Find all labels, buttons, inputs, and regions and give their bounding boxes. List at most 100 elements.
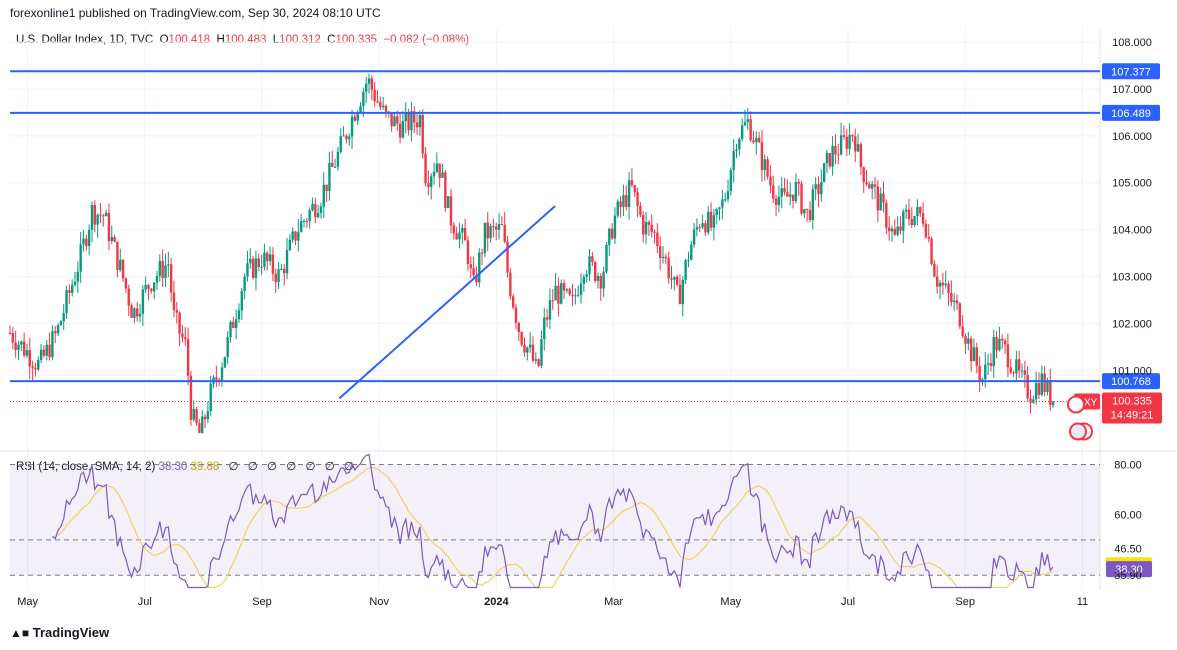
candle-body <box>514 307 518 323</box>
candle-body <box>136 308 139 317</box>
candle-body <box>1017 359 1021 371</box>
open-value: 100.418 <box>168 34 211 46</box>
candle-body <box>1037 383 1041 395</box>
candle-body <box>984 364 987 380</box>
candle-body <box>251 258 255 278</box>
candle-body <box>435 163 439 173</box>
candle-body <box>950 292 953 303</box>
candle-body <box>786 192 789 197</box>
candle-body <box>845 136 848 149</box>
candle-body <box>1043 373 1046 392</box>
candle-body <box>831 145 834 167</box>
close-label: C <box>327 34 336 46</box>
candle-body <box>545 317 549 320</box>
candle-body <box>234 319 238 328</box>
candle-body <box>585 274 588 277</box>
candle-body <box>557 285 560 304</box>
candle-body <box>814 184 817 190</box>
candle-body <box>260 266 263 268</box>
candle-body <box>480 252 484 254</box>
candle-body <box>59 321 63 326</box>
candle-body <box>1029 398 1032 403</box>
candle-body <box>868 184 871 189</box>
candle-body <box>961 326 964 337</box>
candle-body <box>577 294 580 296</box>
hidden-plot-icon[interactable]: ∅ <box>266 461 278 473</box>
candle-body <box>724 199 727 201</box>
candle-body <box>511 296 515 308</box>
candle-body <box>506 241 509 273</box>
candle-body <box>424 153 427 184</box>
hidden-plot-icon[interactable]: ∅ <box>324 461 335 473</box>
candle-body <box>933 263 936 277</box>
candle-body <box>311 204 314 211</box>
candle-body <box>955 300 959 304</box>
candle-body <box>51 331 54 358</box>
rsi-pane <box>10 453 1100 589</box>
candle-body <box>133 308 136 318</box>
candle-body <box>54 331 57 334</box>
candle-body <box>229 321 232 338</box>
symbol-title[interactable]: U.S. Dollar Index, 1D, TVC <box>16 34 154 46</box>
hidden-plot-icon[interactable]: ∅ <box>247 461 258 473</box>
candle-body <box>189 375 193 420</box>
candle-body <box>350 116 354 137</box>
rsi-band <box>10 464 1100 576</box>
candle-body <box>712 215 716 228</box>
candle-body <box>797 181 800 184</box>
candle-body <box>376 101 379 103</box>
candle-body <box>859 144 863 168</box>
rsi-legend[interactable]: RSI (14, close, SMA, 14, 2) 38.30 39.88 … <box>16 459 354 473</box>
candle-body <box>181 333 184 338</box>
price-levels[interactable]: 107.377 106.489 100.768 100.335 14:49:21 DXY <box>10 63 1162 441</box>
candle-body <box>20 341 23 345</box>
open-label: O <box>159 34 169 46</box>
time-axis[interactable]: May Jul Sep Nov 2024 Mar May Jul Sep 11 <box>17 596 1088 608</box>
candle-body <box>972 347 976 362</box>
candle-body <box>904 209 908 212</box>
candle-body <box>254 258 258 278</box>
candle-body <box>322 184 325 207</box>
candle-body <box>138 313 142 317</box>
price-axis[interactable]: 108.000 107.000 106.000 105.000 104.000 103.0… <box>1106 37 1152 582</box>
candle-body <box>763 159 766 171</box>
hidden-plot-icon[interactable]: ∅ <box>286 461 297 473</box>
candle-body <box>630 180 634 186</box>
candle-body <box>834 145 837 155</box>
rsi-label[interactable]: RSI (14, close, SMA, 14, 2) <box>16 461 156 473</box>
candle-body <box>169 264 173 293</box>
candle-body <box>568 289 571 295</box>
candle-body <box>220 367 224 380</box>
resistance-upper-label: 107.377 <box>1111 66 1151 78</box>
candle-body <box>1023 370 1027 375</box>
candle-body <box>288 239 292 251</box>
candle-body <box>373 89 376 102</box>
candle-body <box>938 282 942 287</box>
candle-body <box>602 271 605 289</box>
hidden-plot-icon[interactable]: ∅ <box>305 461 316 473</box>
candle-body <box>690 244 693 260</box>
low-value: 100.312 <box>279 34 321 46</box>
candle-body <box>415 122 419 128</box>
candle-body <box>893 228 897 235</box>
candle-body <box>639 205 642 216</box>
candle-body <box>1051 401 1055 406</box>
candle-body <box>82 238 85 245</box>
candle-body <box>167 264 170 266</box>
candle-body <box>777 196 781 205</box>
candle-body <box>591 256 594 263</box>
candle-body <box>127 288 130 306</box>
candle-body <box>526 347 529 353</box>
candle-body <box>370 78 374 90</box>
candle-body <box>305 220 309 222</box>
symbol-legend[interactable]: U.S. Dollar Index, 1D, TVC O100.418 H100… <box>16 34 469 46</box>
tradingview-logo[interactable]: ▲■ TradingView <box>10 625 109 640</box>
candle-body <box>469 264 472 269</box>
candle-body <box>616 201 619 216</box>
time-tick: May <box>720 596 741 608</box>
candle-body <box>839 135 843 155</box>
hidden-plot-icon[interactable]: ∅ <box>343 461 354 473</box>
candle-body <box>147 284 150 289</box>
hidden-plot-icon[interactable]: ∅ <box>228 461 239 473</box>
